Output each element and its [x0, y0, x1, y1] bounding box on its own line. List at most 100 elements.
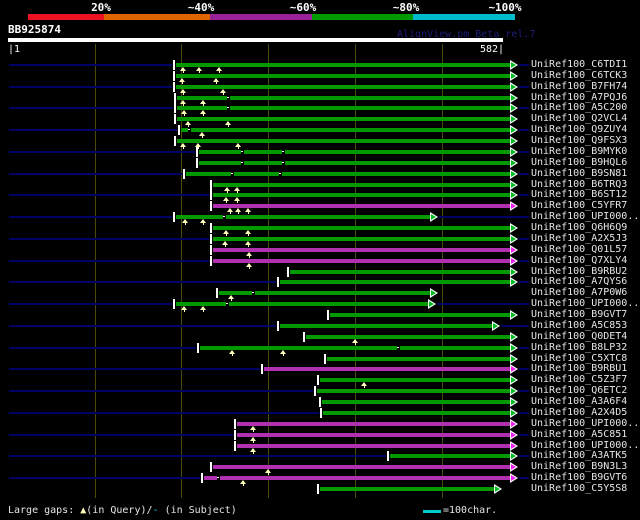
hit-bar[interactable]: [199, 161, 510, 165]
hit-bar[interactable]: [306, 335, 510, 339]
hit-bar[interactable]: [237, 444, 510, 448]
hit-label[interactable]: UniRef100_B9GVT6: [531, 472, 628, 483]
hit-bar[interactable]: [213, 259, 510, 263]
hit-label[interactable]: UniRef100_Q9ZUY4: [531, 124, 628, 135]
hit-bar[interactable]: [264, 367, 510, 371]
hit-bar[interactable]: [330, 313, 510, 317]
query-gap-triangle-stem: [249, 267, 250, 269]
hit-bar[interactable]: [327, 357, 510, 361]
hit-bar[interactable]: [237, 422, 510, 426]
hit-bar[interactable]: [219, 291, 430, 295]
hit-label[interactable]: UniRef100_A5C853: [531, 320, 628, 331]
bar-start-tick: [303, 332, 305, 342]
hit-label[interactable]: UniRef100_B9HQL6: [531, 157, 628, 168]
hit-bar[interactable]: [176, 215, 430, 219]
hit-label[interactable]: UniRef100_B7FH74: [531, 81, 628, 92]
hit-bar[interactable]: [177, 106, 510, 110]
hit-label[interactable]: UniRef100_C5XTC8: [531, 353, 628, 364]
hit-bar[interactable]: [213, 183, 510, 187]
hit-label[interactable]: UniRef100_C5Z3F7: [531, 374, 628, 385]
hit-bar[interactable]: [213, 204, 510, 208]
bar-start-tick: [196, 147, 198, 157]
hit-bar[interactable]: [199, 150, 510, 154]
hit-bar[interactable]: [213, 248, 510, 252]
hit-label[interactable]: UniRef100_A2X5J3: [531, 233, 628, 244]
hit-bar[interactable]: [213, 237, 510, 241]
hit-bar[interactable]: [176, 85, 510, 89]
hit-bar[interactable]: [317, 389, 510, 393]
hit-label[interactable]: UniRef100_A3A6F4: [531, 396, 628, 407]
hit-label[interactable]: UniRef100_A2X4D5: [531, 407, 628, 418]
hit-label[interactable]: UniRef100_UPI000..: [531, 418, 640, 429]
hit-label[interactable]: UniRef100_A7P0W6: [531, 287, 628, 298]
hit-bar[interactable]: [177, 139, 510, 143]
hit-label[interactable]: UniRef100_Q6ETC2: [531, 385, 628, 396]
hit-label[interactable]: UniRef100_B8LP32: [531, 342, 628, 353]
query-line-right: [519, 477, 529, 479]
hit-bar[interactable]: [177, 96, 510, 100]
hit-label[interactable]: UniRef100_A3ATK5: [531, 450, 628, 461]
hit-bar[interactable]: [176, 302, 428, 306]
hit-label[interactable]: UniRef100_A7QYS6: [531, 276, 628, 287]
hit-bar[interactable]: [237, 433, 510, 437]
hit-label[interactable]: UniRef100_UPI000..: [531, 211, 640, 222]
bar-arrowhead: [510, 354, 518, 364]
hit-bar[interactable]: [280, 324, 492, 328]
query-gap-triangle: [229, 350, 235, 354]
hit-bar[interactable]: [176, 74, 510, 78]
hit-label[interactable]: UniRef100_Q2VCL4: [531, 113, 628, 124]
hit-bar[interactable]: [322, 400, 510, 404]
hit-label[interactable]: UniRef100_B9SN81: [531, 168, 628, 179]
query-gap-triangle-icon: ▲: [80, 505, 87, 516]
hit-label[interactable]: UniRef100_Q6H6Q9: [531, 222, 628, 233]
hit-bar[interactable]: [186, 172, 510, 176]
scale-segment: [28, 14, 104, 20]
hit-label[interactable]: UniRef100_C6TCK3: [531, 70, 628, 81]
hit-label[interactable]: UniRef100_A5C200: [531, 102, 628, 113]
query-line-left: [9, 129, 177, 131]
hit-bar[interactable]: [177, 117, 510, 121]
hit-label[interactable]: UniRef100_B9GVT7: [531, 309, 628, 320]
hit-bar[interactable]: [213, 226, 510, 230]
hit-label[interactable]: UniRef100_Q0DET4: [531, 331, 628, 342]
hit-label[interactable]: UniRef100_B9N3L3: [531, 461, 628, 472]
bar-arrowhead-fill: [511, 203, 516, 209]
hit-label[interactable]: UniRef100_C5YFR7: [531, 200, 628, 211]
hit-label[interactable]: UniRef100_A7PQJ6: [531, 92, 628, 103]
query-gap-triangle: [352, 339, 358, 343]
hit-label[interactable]: UniRef100_C5Y5S8: [531, 483, 628, 494]
hit-label[interactable]: UniRef100_Q01L57: [531, 244, 628, 255]
hit-bar[interactable]: [204, 476, 510, 480]
hit-label[interactable]: UniRef100_B6ST12: [531, 189, 628, 200]
hit-bar[interactable]: [280, 280, 510, 284]
hit-bar[interactable]: [320, 487, 494, 491]
bar-arrowhead-fill: [511, 388, 516, 394]
bar-arrowhead-fill: [511, 127, 516, 133]
bar-arrowhead: [510, 71, 518, 81]
query-gap-triangle: [213, 78, 219, 82]
scale-length-line: [423, 510, 441, 513]
hit-label[interactable]: UniRef100_A5C851: [531, 429, 628, 440]
hit-label[interactable]: UniRef100_B9RBU2: [531, 266, 628, 277]
hit-bar[interactable]: [181, 128, 510, 132]
hit-label[interactable]: UniRef100_UPI000..: [531, 440, 640, 451]
hit-bar[interactable]: [176, 63, 510, 67]
hit-bar[interactable]: [200, 346, 510, 350]
hit-bar[interactable]: [213, 465, 510, 469]
hit-label[interactable]: UniRef100_Q9FSX3: [531, 135, 628, 146]
hit-bar[interactable]: [320, 378, 510, 382]
hit-bar[interactable]: [213, 193, 510, 197]
query-gap-triangle-stem: [202, 136, 203, 138]
hit-label[interactable]: UniRef100_B9RBU1: [531, 363, 628, 374]
hit-label[interactable]: UniRef100_Q7XLY4: [531, 255, 628, 266]
hit-label[interactable]: UniRef100_UPI000..: [531, 298, 640, 309]
hit-bar[interactable]: [390, 454, 510, 458]
hit-bar[interactable]: [323, 411, 510, 415]
subject-gap-notch: [227, 96, 230, 100]
subject-gap-notch: [241, 161, 244, 165]
subject-gap-dash: [241, 162, 243, 163]
hit-label[interactable]: UniRef100_C6TDI1: [531, 59, 628, 70]
hit-bar[interactable]: [290, 270, 510, 274]
hit-label[interactable]: UniRef100_B9MYK0: [531, 146, 628, 157]
hit-label[interactable]: UniRef100_B6TRQ3: [531, 179, 628, 190]
